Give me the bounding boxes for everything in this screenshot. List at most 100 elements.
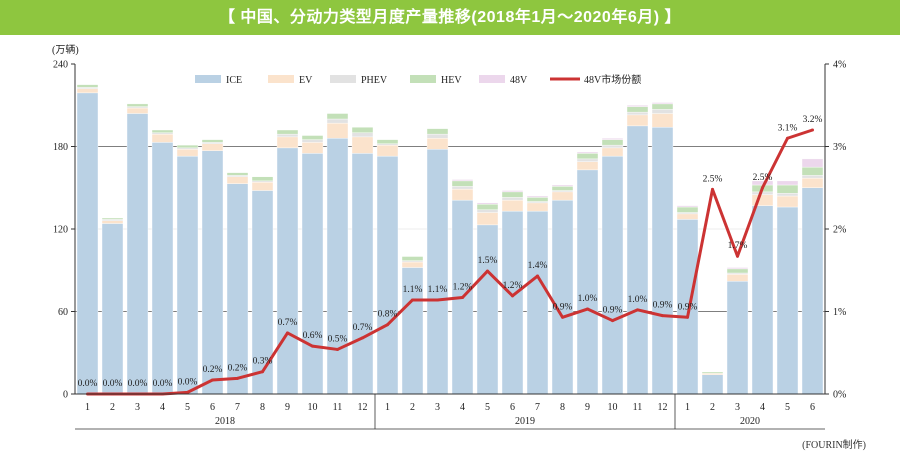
- bar-ev-11: [351, 136, 374, 154]
- bar-ice-19: [551, 199, 574, 395]
- data-label-26: 1.7%: [728, 241, 748, 251]
- bar-ice-14: [426, 149, 449, 395]
- line-point-20: [586, 307, 589, 311]
- x-tick-label: 3: [435, 402, 440, 413]
- data-label-19: 0.9%: [553, 302, 573, 312]
- line-point-10: [336, 347, 339, 351]
- x-tick-label: 10: [308, 402, 318, 413]
- bar-ev-1: [101, 220, 124, 224]
- line-point-14: [436, 298, 439, 302]
- bar-ev-0: [76, 88, 99, 94]
- line-layer: [86, 128, 814, 396]
- bar-ice-22: [626, 125, 649, 395]
- bar-ev-16: [476, 212, 499, 226]
- bar-ice-16: [476, 224, 499, 395]
- year-label: 2019: [515, 416, 535, 427]
- line-point-5: [211, 378, 214, 382]
- bar-ice-25: [701, 374, 724, 395]
- bar-ice-0: [76, 92, 99, 395]
- x-tick-label: 7: [235, 402, 240, 413]
- data-label-3: 0.0%: [153, 379, 173, 389]
- bar-hev-14: [426, 128, 449, 135]
- bar-ice-11: [351, 153, 374, 395]
- line-point-15: [461, 295, 464, 299]
- data-label-29: 3.2%: [803, 115, 823, 125]
- bar-ice-21: [601, 155, 624, 395]
- x-tick-label: 4: [460, 402, 465, 413]
- data-label-22: 1.0%: [628, 295, 648, 305]
- bar-ev-14: [426, 138, 449, 150]
- y-tick-label: 240: [53, 60, 68, 71]
- line-point-23: [661, 314, 664, 318]
- line-point-17: [511, 294, 514, 298]
- bar-phev-13: [401, 260, 424, 263]
- bar-phev-22: [626, 111, 649, 116]
- bar-ev-20: [576, 161, 599, 171]
- bar-ice-28: [776, 206, 799, 395]
- bar-ice-5: [201, 150, 224, 395]
- bar-ev-15: [451, 188, 474, 201]
- bar-hev-28: [776, 184, 799, 194]
- bar-phev-10: [326, 118, 349, 124]
- bar-phev-20: [576, 158, 599, 162]
- bar-phev-14: [426, 133, 449, 139]
- bar-48v-23: [651, 102, 674, 105]
- bar-48v-22: [626, 105, 649, 107]
- data-label-7: 0.3%: [253, 357, 273, 367]
- x-tick-label: 2: [710, 402, 715, 413]
- data-label-20: 1.0%: [578, 294, 598, 304]
- title-bar: [0, 0, 900, 35]
- line-point-7: [261, 370, 264, 374]
- bar-ev-22: [626, 114, 649, 127]
- bar-phev-29: [801, 175, 824, 179]
- bar-phev-28: [776, 193, 799, 197]
- y-tick-label: 0: [63, 390, 68, 401]
- data-label-10: 0.5%: [328, 334, 348, 344]
- bar-ice-29: [801, 187, 824, 395]
- bar-hev-10: [326, 113, 349, 120]
- bar-hev-18: [526, 197, 549, 202]
- x-tick-label: 1: [85, 402, 90, 413]
- bar-hev-12: [376, 139, 399, 144]
- x-tick-label: 12: [358, 402, 368, 413]
- line-point-24: [686, 315, 689, 319]
- x-tick-label: 6: [210, 402, 215, 413]
- data-label-13: 1.1%: [403, 285, 423, 295]
- bar-ice-10: [326, 138, 349, 395]
- line-point-27: [761, 186, 764, 190]
- bar-phev-5: [201, 142, 224, 144]
- bar-hev-19: [551, 186, 574, 191]
- bar-phev-6: [226, 175, 249, 177]
- x-tick-label: 5: [785, 402, 790, 413]
- line-point-22: [636, 308, 639, 312]
- data-label-2: 0.0%: [128, 379, 148, 389]
- line-48v-share: [87, 128, 813, 396]
- legend-label: EV: [299, 75, 313, 86]
- bar-phev-4: [176, 147, 199, 150]
- bar-hev-23: [651, 103, 674, 110]
- bar-hev-11: [351, 127, 374, 133]
- data-label-0: 0.0%: [78, 379, 98, 389]
- x-tick-label: 8: [560, 402, 565, 413]
- bar-phev-1: [101, 219, 124, 221]
- bar-hev-16: [476, 204, 499, 210]
- x-tick-label: 7: [535, 402, 540, 413]
- bar-phev-18: [526, 201, 549, 204]
- bar-ice-17: [501, 210, 524, 395]
- source-note: (FOURIN制作): [802, 440, 866, 451]
- grid-layer: [75, 146, 825, 312]
- bar-phev-0: [76, 87, 99, 89]
- bar-48v-18: [526, 195, 549, 198]
- y-unit-label: (万辆): [52, 43, 79, 56]
- bar-ev-21: [601, 147, 624, 157]
- x-tick-label: 9: [285, 402, 290, 413]
- data-label-18: 1.4%: [528, 261, 548, 271]
- data-label-1: 0.0%: [103, 379, 123, 389]
- bar-48v-26: [726, 267, 749, 270]
- line-point-21: [611, 319, 614, 323]
- data-label-11: 0.7%: [353, 323, 373, 333]
- bar-phev-19: [551, 190, 574, 193]
- bar-ev-25: [701, 373, 724, 375]
- bar-ev-24: [676, 213, 699, 220]
